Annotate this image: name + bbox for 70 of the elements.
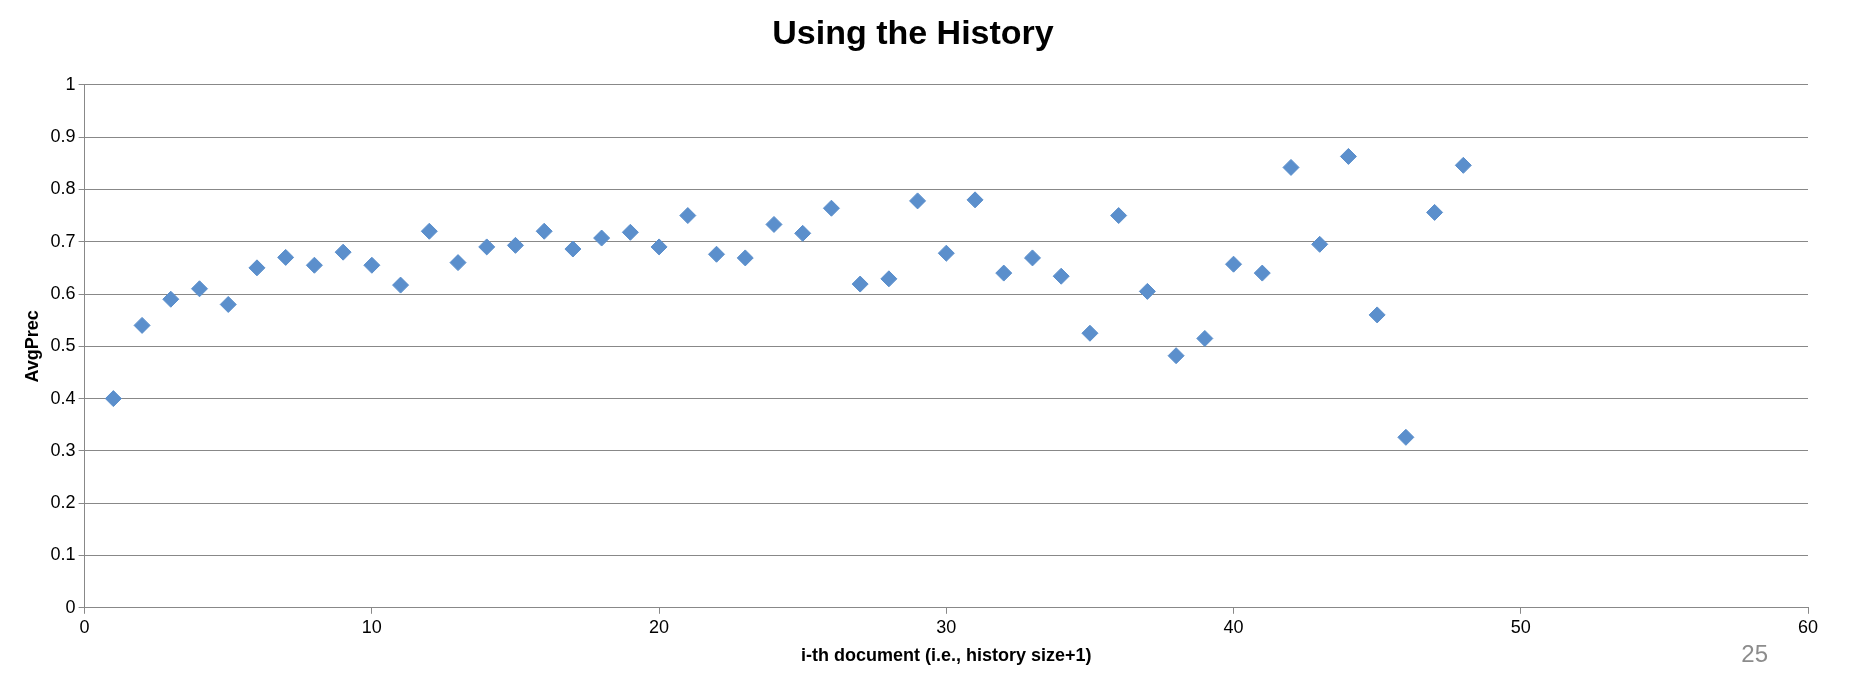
- text: 25: [1741, 639, 1768, 667]
- point: [248, 259, 266, 277]
- point: [995, 264, 1013, 282]
- y-tick-label: 0.5: [50, 335, 76, 356]
- point: [1311, 235, 1329, 253]
- x-tick-label: 0: [79, 616, 90, 637]
- point: [104, 390, 122, 408]
- point: [765, 215, 783, 233]
- point: [708, 245, 726, 263]
- point: [191, 280, 209, 298]
- point: [1368, 306, 1386, 324]
- y-tick-label: 0.9: [50, 126, 76, 147]
- x-tick-label: 20: [649, 616, 670, 637]
- point: [909, 192, 927, 210]
- x-axis-title: i-th document (i.e., history size+1): [801, 645, 1092, 666]
- point: [535, 222, 553, 240]
- point: [219, 295, 237, 313]
- y-tick-label: 0.1: [50, 544, 76, 565]
- chart-title: Using the History: [772, 12, 1054, 51]
- y-tick-label: 0.6: [50, 282, 76, 303]
- y-tick-label: 0.8: [50, 178, 76, 199]
- y-tick-label: 0.4: [50, 387, 76, 408]
- point: [1282, 158, 1300, 176]
- point: [966, 191, 984, 209]
- point: [133, 316, 151, 334]
- point: [880, 270, 898, 288]
- point: [1454, 156, 1472, 174]
- point: [506, 236, 524, 254]
- point: [822, 199, 840, 217]
- point: [1196, 329, 1214, 347]
- x-tick-label: 60: [1797, 616, 1819, 637]
- point: [1225, 255, 1243, 273]
- point: [679, 207, 697, 225]
- point: [736, 249, 754, 267]
- point: [650, 238, 668, 256]
- point: [1110, 207, 1128, 225]
- point: [478, 238, 496, 256]
- y-tick-label: 0.3: [50, 439, 76, 460]
- point: [1081, 324, 1099, 342]
- x-tick-label: 30: [936, 616, 957, 637]
- point: [1167, 347, 1185, 365]
- y-tick-label: 0: [65, 596, 76, 617]
- point: [334, 243, 352, 261]
- point: [162, 290, 180, 308]
- point: [1138, 282, 1156, 300]
- point: [363, 256, 381, 274]
- point: [1023, 249, 1041, 267]
- y-axis-title: AvgPrec: [21, 310, 42, 383]
- x-tick-label: 50: [1510, 616, 1531, 637]
- point: [1253, 264, 1271, 282]
- point: [564, 240, 582, 258]
- point: [449, 254, 467, 272]
- point: [937, 244, 955, 262]
- point: [593, 229, 611, 247]
- point: [621, 223, 639, 241]
- point: [851, 275, 869, 293]
- y-tick-label: 0.7: [50, 230, 76, 251]
- point: [305, 256, 323, 274]
- point: [392, 276, 410, 294]
- point: [1397, 428, 1415, 446]
- point: [1052, 267, 1070, 285]
- point: [277, 248, 295, 266]
- y-tick-label: 1: [65, 73, 76, 94]
- point: [1339, 147, 1357, 165]
- y-tick-label: 0.2: [50, 492, 76, 513]
- point: [794, 224, 812, 242]
- point: [1426, 203, 1444, 221]
- x-tick-label: 10: [361, 616, 382, 637]
- x-tick-label: 40: [1223, 616, 1244, 637]
- point: [420, 222, 438, 240]
